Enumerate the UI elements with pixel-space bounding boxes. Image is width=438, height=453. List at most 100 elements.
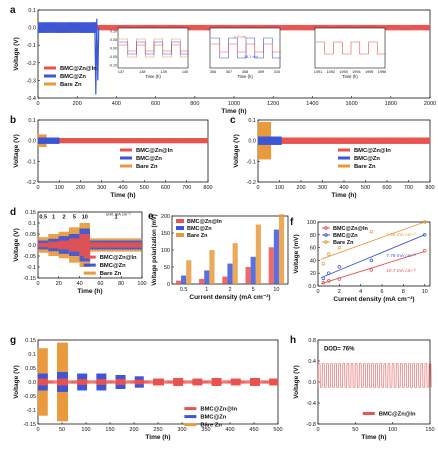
x-tick-label: 1000 bbox=[228, 101, 240, 107]
legend-entry: BMC@Zn@In bbox=[333, 226, 368, 232]
x-tick-label: 200 bbox=[296, 185, 305, 191]
legend-entry: BMC@Zn@In bbox=[60, 66, 97, 72]
dod-annotation: DOD= 76% bbox=[324, 347, 355, 353]
data-point bbox=[369, 258, 374, 263]
x-tick-label: 400 bbox=[112, 101, 121, 107]
y-tick-label: 0.0 bbox=[28, 139, 36, 145]
y-tick-label: 0.0 bbox=[248, 139, 256, 145]
legend-entry: BMC@Zn bbox=[100, 263, 126, 269]
x-tick-label: 1400 bbox=[306, 101, 318, 107]
x-tick-label: 50 bbox=[352, 427, 358, 433]
x-tick-label: 0 bbox=[316, 289, 319, 295]
rate-label: 10 bbox=[82, 215, 88, 221]
y-tick-label: 0.0 bbox=[308, 380, 316, 386]
panel-c: 0 100 200 300 400 500 600 700 800 -0.2 -0.1 0.0 0.1 T… bbox=[230, 115, 435, 199]
fit-slope-label: 7.56 mA cm⁻² bbox=[386, 232, 416, 238]
legend-entry: BMC@Zn@In bbox=[136, 148, 173, 154]
x-tick-label: 600 bbox=[151, 101, 160, 107]
y-tick-label: 60 bbox=[310, 246, 316, 252]
inset-y-tick-label: 0.10 bbox=[110, 30, 117, 34]
x-tick-label: 200 bbox=[73, 101, 82, 107]
data-point bbox=[326, 279, 331, 283]
y-tick-label: -0.1 bbox=[27, 408, 36, 414]
y-tick-label: -0.1 bbox=[247, 159, 256, 165]
inset-x-tick-label: 1995 bbox=[365, 70, 373, 74]
x-axis-label: Time (h) bbox=[221, 108, 246, 115]
y-tick-label: 40 bbox=[310, 258, 316, 264]
rate-segment bbox=[37, 242, 49, 248]
x-tick-label: 700 bbox=[182, 185, 191, 191]
y-tick-label: -0.05 bbox=[23, 394, 36, 400]
inset-1: 137 138 139 140 Time (h) 0.10 0.05 0.00 -0.05 -0.… bbox=[109, 27, 189, 79]
y-tick-label: 0.1 bbox=[28, 221, 36, 227]
x-tick-label: 0 bbox=[36, 101, 39, 107]
y-tick-label: 0.0 bbox=[28, 380, 36, 386]
y-tick-label: 0.4 bbox=[308, 359, 316, 365]
rate-block bbox=[211, 378, 222, 386]
x-tick-label: 200 bbox=[129, 427, 138, 433]
y-axis-label: Voltage (V) bbox=[233, 134, 240, 167]
x-tick-label: 50 bbox=[59, 427, 65, 433]
legend-entry: BMC@Zn@In bbox=[100, 255, 137, 261]
inset-annotation: < 9 mV bbox=[234, 35, 247, 39]
panel-letter: a bbox=[10, 5, 16, 16]
rate-label: 0.5 bbox=[39, 215, 47, 221]
x-tick-label: 200 bbox=[76, 185, 85, 191]
x-tick-label: 1200 bbox=[267, 101, 279, 107]
legend-entry: Bare Zn bbox=[333, 240, 354, 246]
inset-frame bbox=[314, 27, 386, 69]
bar bbox=[227, 263, 233, 284]
legend-entry: BMC@Zn bbox=[60, 74, 86, 80]
inset-x-tick-label: 1996 bbox=[378, 70, 386, 74]
data-point bbox=[321, 281, 326, 285]
legend-entry: Bare Zn bbox=[60, 82, 82, 88]
x-tick-label: 0 bbox=[316, 427, 319, 433]
y-tick-label: 0.1 bbox=[28, 8, 36, 14]
inset-x-label: Time (h) bbox=[145, 74, 161, 79]
x-tick-label: 20 bbox=[56, 281, 62, 287]
panel-letter: e bbox=[148, 211, 154, 222]
y-axis-label: Voltage (V) bbox=[13, 365, 20, 398]
inset-x-tick-label: 310 bbox=[274, 70, 280, 74]
inset-x-tick-label: 307 bbox=[226, 70, 232, 74]
rate-block bbox=[37, 348, 48, 416]
legend-marker bbox=[324, 233, 328, 237]
x-tick-label: 5 bbox=[252, 287, 255, 293]
data-point bbox=[326, 271, 331, 275]
inset-trace bbox=[316, 41, 386, 55]
y-tick-label: -0.2 bbox=[27, 180, 36, 186]
series-bmc-zn-in-baseline bbox=[37, 380, 279, 384]
data-point bbox=[422, 233, 427, 237]
y-tick-label: -0.8 bbox=[307, 422, 316, 428]
y-tick-label: -0.1 bbox=[27, 159, 36, 165]
panel-letter: g bbox=[10, 335, 16, 346]
bar bbox=[232, 243, 238, 284]
legend-entry: BMC@Zn bbox=[354, 156, 380, 162]
rate-block bbox=[173, 378, 184, 386]
rate-label: 1 bbox=[52, 215, 55, 221]
rate-segment bbox=[68, 238, 80, 252]
rate-segment bbox=[58, 240, 70, 250]
x-tick-label: 1 bbox=[205, 287, 208, 293]
x-tick-label: 500 bbox=[273, 427, 282, 433]
x-tick-label: 500 bbox=[140, 185, 149, 191]
legend-entry: BMC@Zn@In bbox=[200, 407, 237, 413]
y-tick-label: -0.1 bbox=[27, 265, 36, 271]
y-tick-label: 0.15 bbox=[25, 338, 36, 344]
y-tick-label: -0.2 bbox=[27, 61, 36, 67]
x-tick-label: 60 bbox=[97, 281, 103, 287]
series-bmc-zn-in bbox=[317, 363, 432, 388]
x-tick-label: 250 bbox=[153, 427, 162, 433]
legend-marker bbox=[324, 240, 328, 244]
x-tick-label: 350 bbox=[201, 427, 210, 433]
x-tick-label: 400 bbox=[225, 427, 234, 433]
data-point bbox=[337, 277, 342, 281]
fit-line bbox=[321, 251, 425, 285]
series-bmc-zn bbox=[37, 22, 98, 33]
legend-marker bbox=[324, 226, 328, 230]
rate-segment bbox=[79, 233, 91, 257]
x-tick-label: 100 bbox=[275, 185, 284, 191]
x-axis-label: Time (h) bbox=[77, 288, 102, 295]
y-tick-label: 0.05 bbox=[25, 366, 36, 372]
data-point bbox=[337, 265, 342, 269]
